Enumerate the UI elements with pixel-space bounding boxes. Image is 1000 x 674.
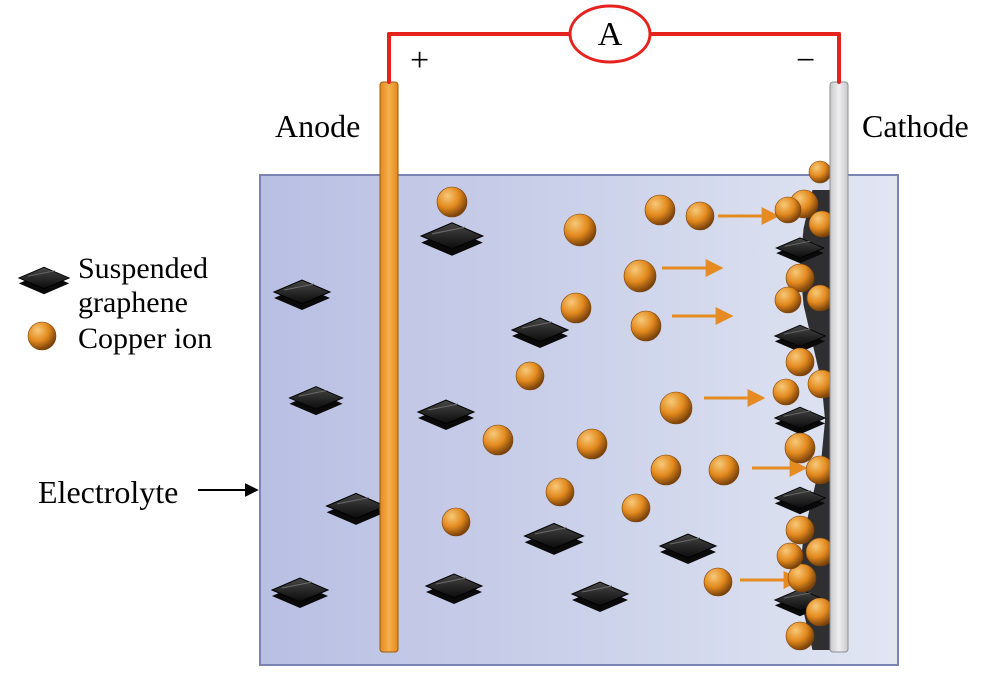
legend-graphene-line2: graphene xyxy=(78,286,188,320)
anode-electrode xyxy=(380,82,398,652)
copper-ion xyxy=(807,285,833,311)
graphene-flake xyxy=(19,267,69,294)
copper-ion xyxy=(775,197,801,223)
legend-copper-text: Copper ion xyxy=(78,322,212,356)
plus-sign: + xyxy=(410,42,429,80)
copper-ion xyxy=(442,508,470,536)
copper-ion xyxy=(773,379,799,405)
copper-ion xyxy=(704,568,732,596)
copper-ion xyxy=(564,214,596,246)
copper-ion xyxy=(686,202,714,230)
copper-ion xyxy=(437,187,467,217)
copper-ion xyxy=(645,195,675,225)
copper-ion xyxy=(786,516,814,544)
cathode-electrode xyxy=(830,82,848,652)
copper-ion xyxy=(622,494,650,522)
copper-ion xyxy=(577,429,607,459)
copper-ion xyxy=(546,478,574,506)
copper-ion xyxy=(516,362,544,390)
copper-ion xyxy=(660,392,692,424)
copper-ion xyxy=(28,322,56,350)
copper-ion xyxy=(777,543,803,569)
copper-ion xyxy=(785,433,815,463)
copper-ion xyxy=(786,348,814,376)
copper-ion xyxy=(561,293,591,323)
minus-sign: − xyxy=(796,42,815,80)
diagram-root: A + − Anode Cathode Electrolyte Suspende… xyxy=(0,0,1000,674)
cathode-label: Cathode xyxy=(862,108,969,145)
anode-label: Anode xyxy=(275,108,360,145)
copper-ion xyxy=(651,455,681,485)
electrolyte-label: Electrolyte xyxy=(38,474,178,511)
copper-ion xyxy=(631,311,661,341)
ammeter-label: A xyxy=(598,16,623,53)
copper-ion xyxy=(624,260,656,292)
copper-ion xyxy=(786,622,814,650)
copper-ion xyxy=(483,425,513,455)
copper-ion xyxy=(809,161,831,183)
legend-graphene-line1: Suspended xyxy=(78,252,208,286)
copper-ion xyxy=(709,455,739,485)
copper-ion xyxy=(775,287,801,313)
